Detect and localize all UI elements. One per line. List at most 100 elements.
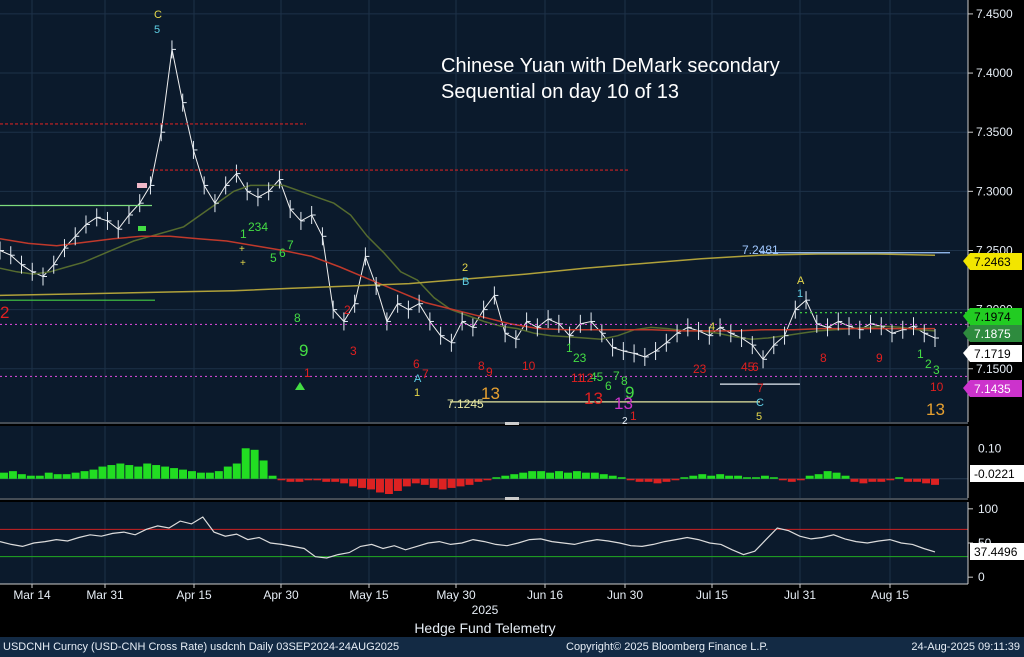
x-axis-label: Jun 30 — [607, 588, 643, 602]
histogram-bar — [814, 474, 823, 479]
price-tag — [970, 308, 1022, 325]
x-axis-year-label: 2025 — [472, 603, 499, 617]
price-tag-pointer — [963, 253, 970, 270]
histogram-bar — [519, 472, 528, 479]
histogram-bar — [653, 478, 662, 484]
price-axis-label: 7.4500 — [976, 7, 1013, 21]
demark-count-label: 12 — [580, 371, 594, 385]
histogram-bar — [734, 475, 743, 479]
demark-count-label: 1 — [414, 387, 420, 399]
histogram-bar — [752, 477, 760, 479]
demark-count-label: 1 — [917, 347, 924, 361]
histogram-bar — [349, 478, 358, 487]
demark-count-label: 5 — [756, 411, 762, 423]
x-axis-label: Aug 15 — [871, 588, 909, 602]
oscillator-current-tag — [970, 543, 1024, 560]
demark-count-label: 7.1245 — [447, 397, 484, 411]
histogram-bar — [295, 478, 304, 482]
histogram-bar — [590, 472, 599, 479]
histogram-bar — [760, 475, 769, 479]
demark-count-label: 3 — [933, 363, 940, 377]
demark-count-label: 8 — [621, 374, 628, 388]
x-axis-label: May 30 — [436, 588, 476, 602]
demark-count-label: 10 — [522, 359, 536, 373]
histogram-bar — [635, 478, 644, 482]
price-tag-label: 7.1435 — [974, 382, 1011, 396]
histogram-bar — [340, 478, 349, 484]
demark-count-label: 23 — [573, 351, 587, 365]
price-tag-label: 7.1875 — [974, 327, 1011, 341]
histogram-bar — [259, 460, 268, 479]
demark-count-label: 6 — [752, 360, 759, 374]
histogram-bar — [671, 478, 680, 481]
histogram-bar — [725, 475, 734, 479]
price-tag — [970, 253, 1022, 270]
histogram-bar — [179, 469, 187, 479]
histogram-bar — [617, 477, 626, 479]
x-axis-label: Mar 31 — [86, 588, 124, 602]
histogram-bar — [304, 478, 313, 481]
price-axis-label: 7.1500 — [976, 362, 1013, 376]
price-tag-pointer — [963, 325, 970, 342]
demark-count-label: 7 — [422, 367, 429, 381]
histogram-bar — [743, 477, 751, 479]
x-axis-label: Apr 30 — [263, 588, 299, 602]
price-tag-pointer — [963, 308, 970, 325]
histogram-bar — [393, 478, 402, 491]
histogram-bar — [904, 478, 913, 482]
moving-average-line — [0, 235, 935, 332]
demark-count-label: 1 — [630, 409, 637, 423]
demark-count-label: + — [239, 244, 245, 255]
histogram-bar — [931, 478, 939, 485]
histogram-bar — [662, 478, 671, 482]
demark-count-label: 2 — [0, 303, 9, 322]
price-series-line — [0, 49, 936, 361]
footer-timestamp: 24-Aug-2025 09:11:39 — [911, 641, 1020, 653]
demark-count-label: 5 — [154, 24, 160, 36]
buy-arrow-icon — [295, 382, 305, 390]
price-tag — [970, 345, 1022, 362]
histogram-bar — [555, 471, 563, 479]
histogram-bar — [80, 471, 89, 479]
demark-count-label: 4 — [709, 321, 715, 333]
footer-copyright: Copyright© 2025 Bloomberg Finance L.P. — [566, 641, 769, 653]
chart-title-line: Sequential on day 10 of 13 — [441, 81, 679, 103]
histogram-bar — [17, 474, 26, 479]
price-axis-label: 7.4000 — [976, 66, 1013, 80]
price-axis-label: 7.3000 — [976, 184, 1013, 198]
histogram-current-tag — [970, 465, 1024, 482]
moving-average-line — [0, 253, 936, 297]
histogram-bar — [26, 475, 35, 479]
histogram-bar — [528, 471, 537, 479]
histogram-bar — [196, 472, 205, 479]
demark-count-label: 6 — [605, 379, 612, 393]
demark-count-label: 2 — [925, 357, 932, 371]
demark-count-label: 13 — [614, 394, 633, 413]
panel-resize-handle — [505, 497, 519, 500]
demark-count-label: 10 — [930, 380, 944, 394]
demark-count-label: 1 — [797, 288, 803, 300]
histogram-bar — [823, 471, 832, 479]
oscillator-panel-bg — [0, 502, 968, 584]
histogram-bar — [456, 478, 465, 487]
marker-block — [138, 226, 146, 231]
histogram-bar — [805, 475, 814, 479]
oscillator-axis-label: 100 — [978, 502, 998, 516]
demark-count-label: 8 — [478, 359, 485, 373]
histogram-bar — [241, 448, 250, 479]
histogram-bar — [89, 469, 98, 479]
histogram-bar — [161, 466, 170, 479]
histogram-bar — [367, 478, 375, 490]
histogram-bar — [564, 472, 572, 479]
histogram-bar — [143, 463, 152, 479]
histogram-bar — [769, 477, 778, 479]
histogram-bar — [474, 478, 483, 482]
histogram-bar — [483, 478, 492, 481]
price-chart: 7.45007.40007.35007.30007.25007.20007.15… — [0, 0, 1024, 637]
histogram-bar — [116, 463, 125, 479]
histogram-bar — [98, 466, 107, 479]
histogram-bar — [0, 472, 8, 479]
price-tag — [970, 380, 1022, 397]
histogram-bar — [599, 474, 608, 479]
histogram-bar — [850, 478, 859, 482]
